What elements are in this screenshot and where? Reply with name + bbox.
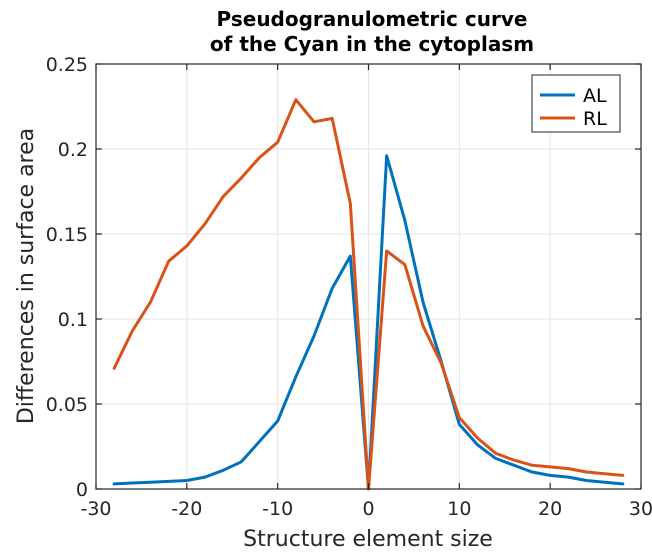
y-tick-label: 0.25 [46, 54, 88, 76]
y-tick-label: 0 [76, 479, 88, 501]
x-tick-label: 30 [629, 498, 652, 520]
y-axis-ticks: 0 0.05 0.1 0.15 0.2 0.25 [46, 54, 641, 501]
chart-title-line-2: of the Cyan in the cytoplasm [210, 32, 534, 56]
y-tick-label: 0.1 [58, 309, 88, 331]
y-tick-label: 0.2 [58, 139, 88, 161]
legend: AL RL [531, 74, 621, 133]
x-tick-label: -20 [171, 498, 202, 520]
x-tick-label: 0 [362, 498, 374, 520]
chart-title-line-1: Pseudogranulometric curve [217, 7, 528, 31]
x-tick-label: 20 [538, 498, 562, 520]
legend-label-rl: RL [583, 108, 607, 130]
x-tick-label: -30 [80, 498, 111, 520]
y-axis-label: Differences in surface area [14, 128, 39, 424]
x-axis-label: Structure element size [243, 527, 493, 552]
x-axis-ticks: -30 -20 -10 0 10 20 30 [80, 64, 652, 520]
y-tick-label: 0.15 [46, 224, 88, 246]
y-tick-label: 0.05 [46, 394, 88, 416]
legend-box [531, 74, 621, 133]
legend-label-al: AL [583, 85, 607, 107]
x-tick-label: -10 [262, 498, 293, 520]
x-tick-label: 10 [447, 498, 471, 520]
